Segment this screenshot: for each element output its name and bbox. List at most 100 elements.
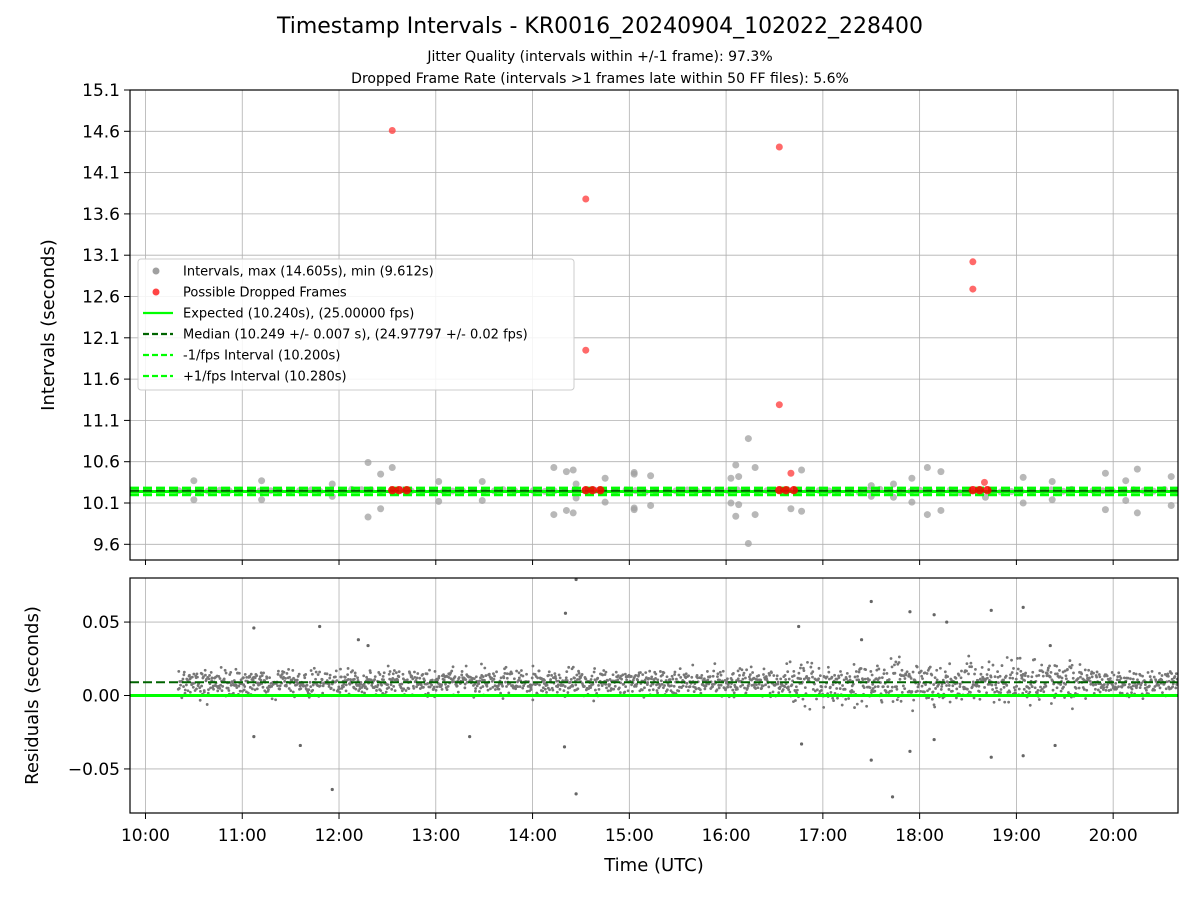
residual-point (1010, 671, 1014, 674)
residual-point (937, 683, 940, 686)
residual-point (434, 688, 438, 692)
residual-point (493, 688, 497, 691)
residual-point (400, 682, 404, 686)
residual-point (605, 686, 608, 690)
residual-point (510, 672, 514, 675)
residual-point (392, 669, 396, 672)
residual-point (757, 674, 761, 677)
residual-point (565, 670, 569, 674)
residual-point (1062, 685, 1065, 689)
residual-point (596, 676, 600, 680)
residual-point (339, 675, 343, 679)
residual-point (1153, 688, 1156, 692)
residual-point (321, 691, 325, 695)
interval-point (908, 498, 916, 506)
residual-point (989, 675, 993, 679)
residual-point (1148, 684, 1151, 688)
top-ytick-label: 15.1 (82, 81, 120, 101)
residual-point (803, 704, 807, 708)
residual-point (381, 675, 385, 678)
residual-point (799, 677, 803, 681)
interval-point (1122, 497, 1130, 505)
residual-point (463, 682, 467, 686)
residual-point (397, 670, 401, 674)
residual-point (399, 686, 403, 690)
residual-point (407, 687, 411, 691)
residual-point (304, 673, 308, 676)
residual-point (376, 683, 380, 687)
residual-point (730, 678, 734, 682)
residual-point (224, 671, 228, 675)
residual-point (270, 697, 274, 701)
residual-point (820, 685, 824, 689)
top-ytick-label: 10.1 (82, 494, 120, 514)
xtick-label: 16:00 (702, 826, 751, 846)
residual-point (358, 684, 361, 688)
residual-point (882, 668, 886, 672)
residual-point (992, 700, 996, 704)
residual-point (996, 670, 999, 674)
residual-point (457, 676, 461, 679)
residual-point (681, 684, 685, 688)
residual-point (195, 687, 198, 691)
residual-point (1150, 669, 1154, 673)
residual-point (356, 678, 360, 682)
residual-point (404, 689, 408, 692)
residual-point (216, 689, 220, 693)
residual-point (954, 676, 958, 680)
residual-point (479, 686, 483, 690)
residual-point (955, 687, 959, 691)
residual-point (618, 691, 622, 694)
residual-point (672, 684, 676, 688)
residual-point (1136, 678, 1139, 682)
residual-point (593, 688, 597, 692)
residual-point (1077, 686, 1081, 690)
residual-point (1076, 677, 1080, 680)
residual-point (428, 685, 432, 689)
residual-point (890, 685, 894, 689)
residual-point (843, 687, 847, 691)
residual-point (1065, 677, 1068, 681)
residual-point (285, 672, 289, 675)
residual-point (379, 689, 383, 693)
residual-point (321, 684, 325, 688)
residual-point (1178, 687, 1181, 690)
residual-point (975, 682, 979, 686)
residual-point (881, 685, 885, 689)
interval-point (1133, 509, 1141, 517)
residual-point (553, 672, 557, 676)
residual-point (248, 685, 252, 689)
residual-point (941, 678, 945, 682)
residual-point (591, 682, 595, 686)
residual-point (589, 678, 593, 681)
residual-point (220, 689, 224, 693)
residual-point (1131, 677, 1135, 681)
residual-point (717, 683, 721, 687)
residual-point (1117, 685, 1120, 689)
residual-point (853, 706, 856, 709)
residual-point (778, 685, 782, 689)
residual-point (1093, 687, 1097, 691)
residual-point (1143, 686, 1147, 690)
residual-point (828, 685, 832, 689)
residual-point (671, 677, 675, 681)
residual-point (938, 666, 942, 670)
residual-point (679, 676, 683, 679)
residual-point (824, 685, 828, 689)
bottom-ylabel: Residuals (seconds) (22, 606, 43, 785)
residual-point (958, 682, 962, 686)
residual-point (1068, 659, 1072, 662)
residual-point (911, 709, 915, 713)
residual-point (802, 669, 806, 672)
residual-point (569, 680, 572, 684)
residual-point (819, 688, 823, 692)
residual-point (659, 679, 663, 683)
residual-point (957, 673, 961, 677)
residual-point (493, 674, 496, 678)
residual-point (545, 683, 549, 687)
residual-point (898, 677, 902, 681)
residual-point (732, 672, 735, 675)
residual-point (1045, 674, 1049, 678)
residual-point (1112, 673, 1116, 677)
residual-point (617, 686, 621, 690)
